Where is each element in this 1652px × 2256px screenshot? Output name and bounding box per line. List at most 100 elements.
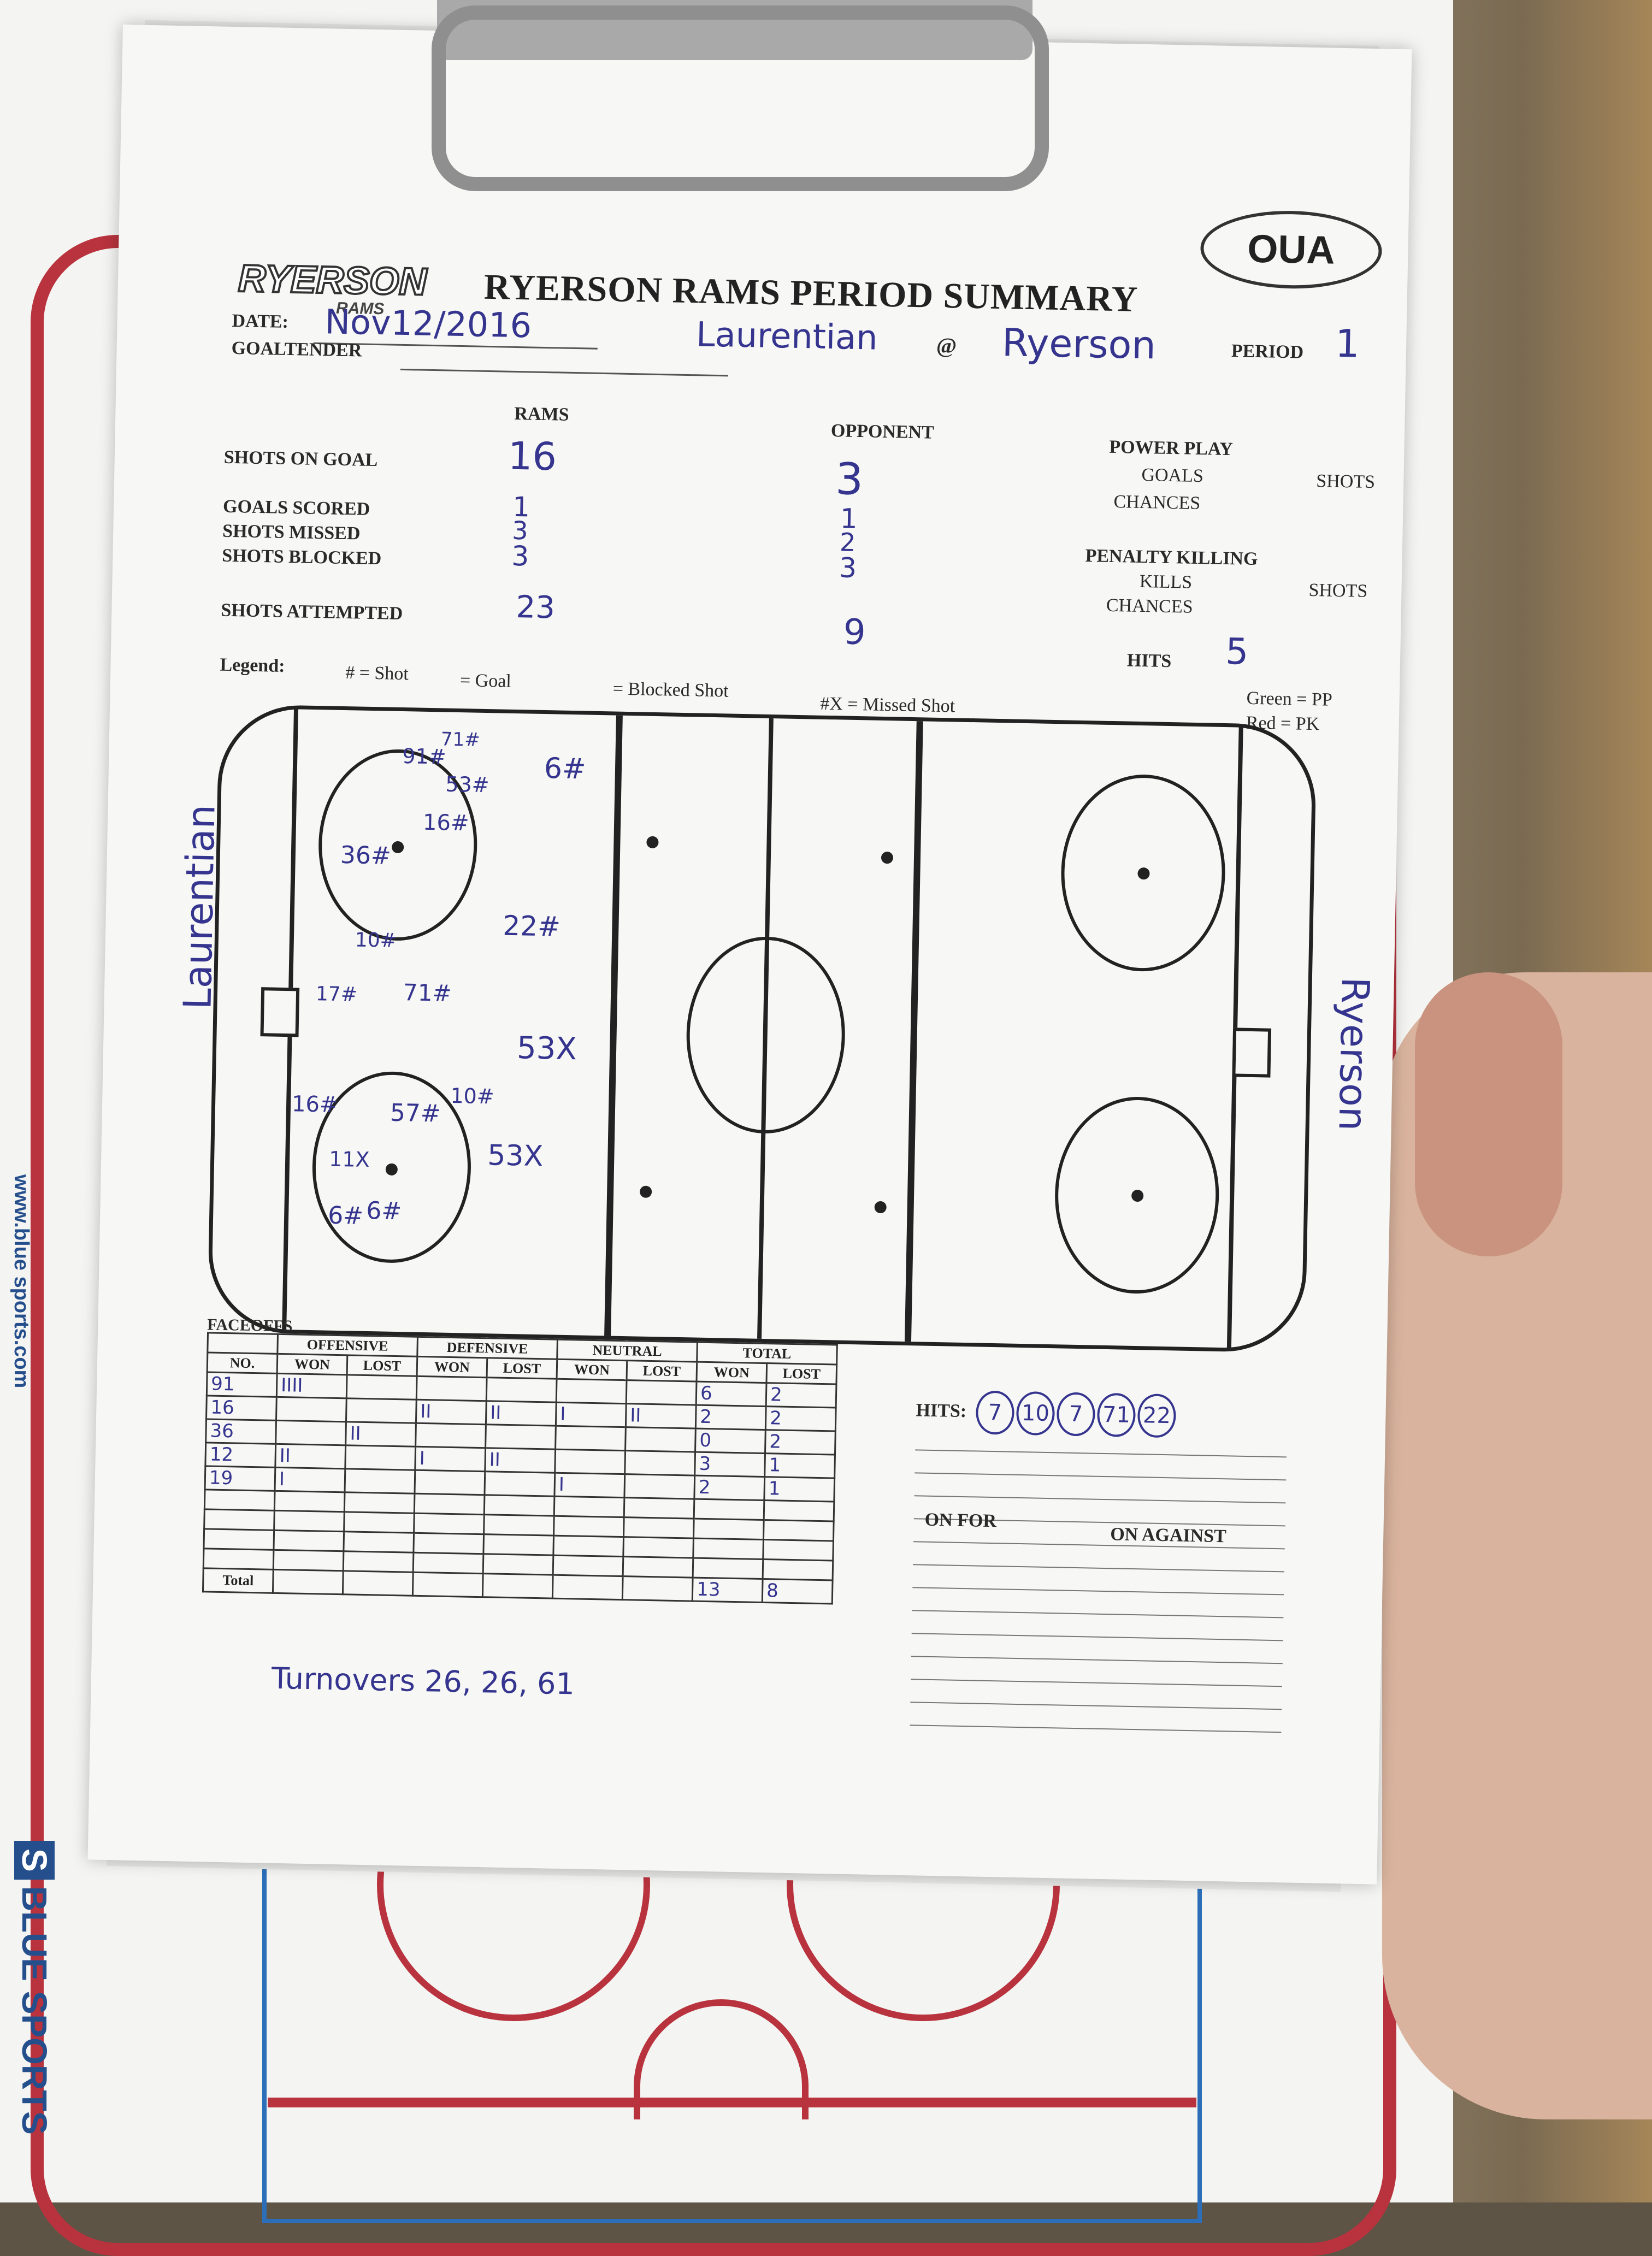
faceoff-player-no: 16 (206, 1395, 277, 1421)
faceoff-player-no: 12 (205, 1442, 276, 1468)
faceoffs-won-header: WON (277, 1354, 347, 1375)
faceoff-off-lost (345, 1445, 416, 1470)
legend-label: Legend: (220, 654, 285, 676)
left-net (260, 987, 300, 1037)
stat-rams-shots-attempted: 23 (516, 589, 556, 626)
faceoff-def-lost (485, 1424, 556, 1450)
faceoff-tot-won: 2 (694, 1475, 765, 1501)
legend-missed: #X = Missed Shot (820, 693, 955, 717)
rink-mark: 71# (440, 728, 481, 751)
faceoffs-group-offensive: OFFENSIVE (277, 1334, 418, 1357)
at-symbol: @ (936, 333, 957, 358)
faceoff-off-won: II (275, 1444, 346, 1469)
legend-blocked: = Blocked Shot (612, 678, 729, 701)
penalty-killing-chances-label: CHANCES (1106, 595, 1193, 617)
period-value: 1 (1335, 321, 1360, 367)
faceoff-def-lost: II (486, 1401, 557, 1426)
period-label: PERIOD (1231, 341, 1304, 363)
faceoff-def-won (415, 1423, 486, 1448)
right-blue-line (904, 721, 923, 1342)
thumb (1415, 972, 1562, 1256)
rink-mark: 53X (487, 1139, 544, 1173)
faceoff-neu-lost (626, 1380, 697, 1405)
faceoffs-lost-header: LOST (766, 1363, 837, 1385)
hit-player: 22 (1137, 1393, 1177, 1438)
period-summary-sheet: RYERSON RAMS OUA RYERSON RAMS PERIOD SUM… (87, 25, 1412, 1885)
turnovers-note: Turnovers 26, 26, 61 (271, 1661, 575, 1702)
faceoffs-group-total: TOTAL (697, 1342, 837, 1365)
faceoffs-won-header: WON (557, 1359, 627, 1380)
faceoff-tot-lost: 2 (765, 1430, 836, 1455)
rink-mark: 10# (355, 929, 397, 952)
rink-mark: 53# (445, 772, 490, 798)
hit-player: 7 (1056, 1392, 1096, 1437)
on-against-label: ON AGAINST (1110, 1524, 1227, 1547)
faceoff-tot-lost: 2 (765, 1406, 836, 1432)
hit-player: 10 (1016, 1391, 1055, 1436)
faceoff-off-won: I (275, 1467, 345, 1492)
rink-diagram: 91# 71# 53# 16# 36# 6# 22# 10# 17# 71# 5… (207, 704, 1317, 1353)
faceoff-def-lost: II (485, 1448, 556, 1473)
hit-player: 7 (975, 1390, 1015, 1435)
stat-label-shots-on-goal: SHOTS ON GOAL (223, 447, 378, 471)
faceoff-off-won (275, 1420, 346, 1445)
oua-logo: OUA (1200, 209, 1383, 291)
right-net (1232, 1027, 1272, 1078)
rink-right-team-label: Ryerson (1330, 976, 1378, 1132)
rink-mark: 6# (327, 1201, 364, 1230)
faceoff-tot-won: 6 (696, 1381, 766, 1407)
faceoff-tot-won: 3 (694, 1452, 765, 1477)
rink-left-team-label: Laurentian (175, 804, 224, 1010)
faceoffs-no-header: NO. (207, 1352, 278, 1374)
penalty-killing-title: PENALTY KILLING (1085, 546, 1258, 570)
faceoff-def-lost (486, 1377, 557, 1403)
faceoff-neu-won: I (556, 1402, 627, 1427)
left-blue-line (604, 715, 623, 1336)
faceoff-off-lost (344, 1468, 415, 1494)
faceoffs-lost-header: LOST (627, 1360, 697, 1382)
faceoffs-corner (207, 1332, 278, 1354)
faceoffs-group-neutral: NEUTRAL (557, 1339, 698, 1362)
rink-mark: 6# (544, 752, 587, 786)
faceoff-tot-won: 0 (695, 1428, 766, 1454)
rink-mark: 91# (402, 744, 446, 769)
faceoff-player-no: 19 (205, 1466, 275, 1491)
faceoff-neu-lost: II (626, 1403, 697, 1429)
faceoffs-total-won: 13 (692, 1578, 763, 1603)
rink-mark: 16# (291, 1091, 338, 1118)
stat-opp-shots-blocked: 3 (839, 552, 857, 584)
penalty-killing-shots-label: SHOTS (1308, 580, 1368, 601)
faceoff-tot-won: 2 (695, 1405, 766, 1430)
stat-label-shots-attempted: SHOTS ATTEMPTED (221, 600, 403, 624)
power-play-goals-label: GOALS (1141, 464, 1204, 487)
legend-goal: = Goal (459, 670, 512, 692)
faceoff-neu-won: I (554, 1473, 625, 1498)
faceoff-neu-lost (624, 1450, 695, 1476)
faceoff-tot-lost: 1 (764, 1477, 835, 1502)
date-value: Nov12/2016 (324, 302, 532, 346)
rink-mark: 36# (340, 841, 392, 870)
faceoff-neu-won (555, 1426, 626, 1451)
power-play-title: POWER PLAY (1109, 436, 1234, 460)
ryerson-logo: RYERSON (237, 256, 428, 304)
rink-mark: 22# (502, 910, 561, 943)
opponent-column-header: OPPONENT (830, 421, 935, 443)
faceoffs-group-defensive: DEFENSIVE (417, 1337, 558, 1360)
neutral-dot (639, 1185, 652, 1198)
power-play-chances-label: CHANCES (1113, 491, 1201, 514)
faceoff-neu-lost (625, 1427, 696, 1452)
rink-mark: 71# (403, 979, 452, 1007)
faceoff-tot-lost: 2 (766, 1383, 836, 1408)
faceoff-def-won (414, 1470, 485, 1495)
stat-label-goals-scored: GOALS SCORED (222, 496, 370, 519)
power-play-shots-label: SHOTS (1316, 471, 1376, 493)
faceoffs-lost-header: LOST (347, 1355, 417, 1377)
faceoff-off-lost (346, 1398, 417, 1424)
hits-value: 5 (1225, 630, 1249, 673)
legend-shot: # = Shot (345, 663, 409, 684)
whiteboard-brand: S BLUE SPORTS (14, 1841, 55, 2135)
s-logo-icon: S (14, 1841, 55, 1880)
whiteboard-url: www.blue sports.com (10, 1174, 33, 1389)
hits-label: HITS (1126, 650, 1172, 672)
rink-mark: 17# (315, 983, 358, 1006)
